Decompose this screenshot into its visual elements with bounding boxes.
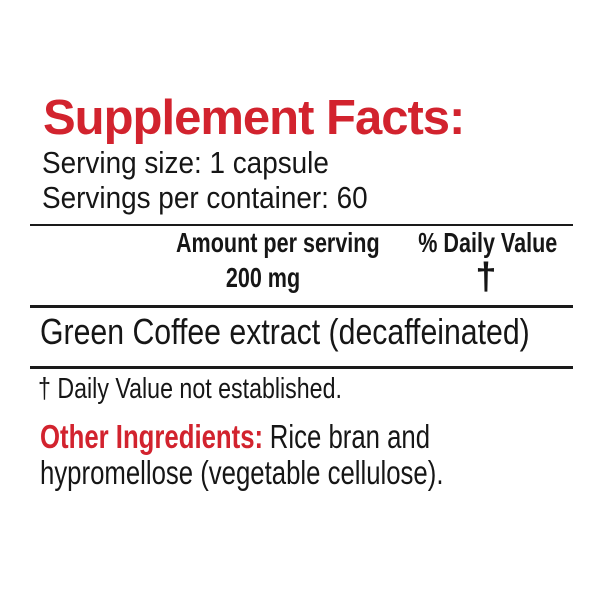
percent-daily-value-header: % Daily Value <box>418 227 558 258</box>
daily-value-dagger: † <box>475 256 497 298</box>
supplement-facts-title: Supplement Facts: <box>43 91 465 145</box>
amount-per-serving-value: 200 mg <box>225 262 301 293</box>
other-ingredients-line-2: hypromellose (vegetable cellulose). <box>40 454 444 491</box>
other-ingredients-text: Rice bran and <box>269 418 431 455</box>
table-rule-bottom <box>30 366 573 369</box>
other-ingredients-line-1: Other Ingredients: Rice bran and <box>40 418 430 456</box>
ingredient-name: Green Coffee extract (decaffeinated) <box>40 311 530 352</box>
servings-per-container-text: Servings per container: 60 <box>42 180 368 215</box>
table-rule-middle <box>30 305 573 308</box>
daily-value-footnote: † Daily Value not established. <box>38 373 342 405</box>
other-ingredients-label: Other Ingredients: <box>40 418 264 455</box>
table-rule-top <box>30 224 573 226</box>
serving-size-text: Serving size: 1 capsule <box>42 145 329 180</box>
amount-per-serving-header: Amount per serving <box>175 227 380 258</box>
